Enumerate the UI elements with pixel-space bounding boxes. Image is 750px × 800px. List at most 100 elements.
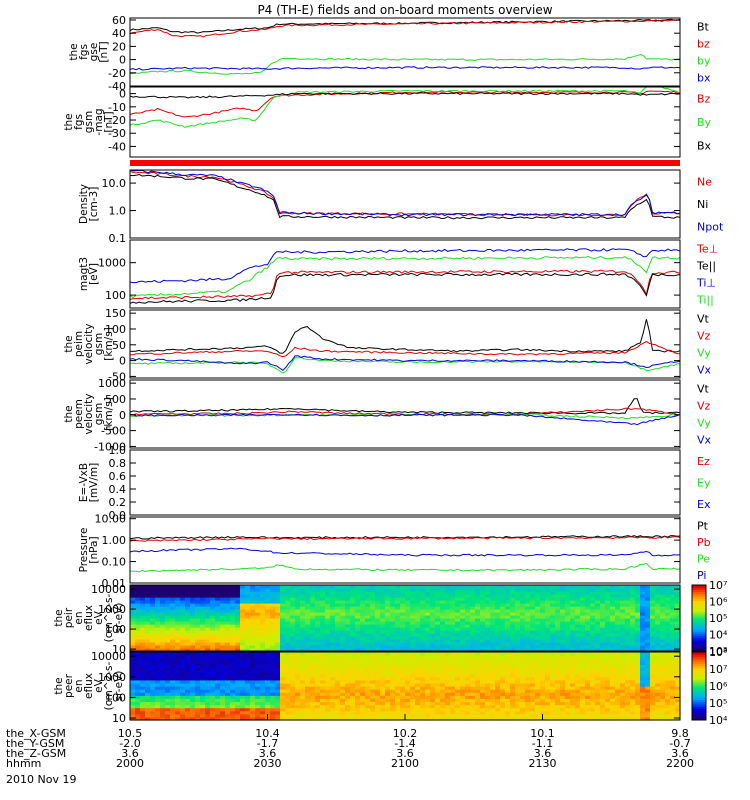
heatmap-cell — [480, 585, 486, 589]
heatmap-cell — [295, 707, 301, 712]
heatmap-cell — [230, 612, 236, 616]
heatmap-cell — [140, 636, 146, 640]
heatmap-cell — [610, 661, 616, 665]
heatmap-cell — [655, 612, 661, 616]
heatmap-cell — [405, 664, 411, 669]
heatmap-cell — [295, 594, 301, 598]
heatmap-cell — [390, 695, 396, 699]
heatmap-cell — [435, 670, 441, 675]
heatmap-cell — [350, 642, 356, 646]
heatmap-cell — [385, 591, 391, 595]
heatmap-cell — [540, 676, 546, 681]
heatmap-cell — [670, 597, 676, 601]
heatmap-cell — [605, 692, 611, 696]
heatmap-cell — [490, 658, 496, 662]
heatmap-cell — [580, 704, 586, 709]
heatmap-cell — [310, 695, 316, 699]
heatmap-cell — [445, 679, 451, 684]
heatmap-cell — [390, 658, 396, 662]
ylabel-line: the — [63, 335, 75, 352]
heatmap-cell — [220, 689, 226, 693]
heatmap-cell — [290, 664, 296, 669]
heatmap-cell — [375, 633, 381, 637]
heatmap-cell — [575, 664, 581, 669]
heatmap-cell — [250, 698, 256, 703]
heatmap-cell — [140, 639, 146, 643]
heatmap-cell — [355, 716, 361, 721]
heatmap-cell — [660, 609, 666, 613]
heatmap-cell — [405, 645, 411, 649]
heatmap-cell — [340, 627, 346, 631]
heatmap-cell — [465, 682, 471, 687]
heatmap-cell — [215, 597, 221, 601]
heatmap-cell — [295, 645, 301, 649]
heatmap-cell — [260, 603, 266, 607]
heatmap-cell — [275, 661, 281, 665]
heatmap-cell — [440, 695, 446, 699]
heatmap-cell — [520, 658, 526, 662]
heatmap-cell — [340, 585, 346, 589]
heatmap-cell — [235, 689, 241, 693]
ylabel-line: E=-VxB — [78, 463, 90, 502]
heatmap-cell — [500, 658, 506, 662]
heatmap-cell — [665, 600, 671, 604]
heatmap-cell — [210, 630, 216, 634]
heatmap-cell — [290, 618, 296, 622]
heatmap-cell — [360, 594, 366, 598]
heatmap-cell — [185, 585, 191, 589]
heatmap-cell — [535, 701, 541, 706]
heatmap-cell — [495, 612, 501, 616]
heatmap-cell — [605, 682, 611, 687]
heatmap-cell — [420, 603, 426, 607]
heatmap-cell — [530, 661, 536, 665]
heatmap-cell — [625, 686, 631, 690]
heatmap-cell — [385, 630, 391, 634]
heatmap-cell — [420, 609, 426, 613]
heatmap-cell — [600, 655, 606, 659]
heatmap-cell — [220, 704, 226, 709]
heatmap-cell — [480, 664, 486, 669]
heatmap-cell — [140, 661, 146, 665]
heatmap-cell — [570, 612, 576, 616]
heatmap-cell — [615, 652, 621, 656]
heatmap-cell — [175, 661, 181, 665]
ylabel-line: sr-eV) — [113, 603, 125, 634]
heatmap-cell — [380, 639, 386, 643]
heatmap-cell — [510, 624, 516, 628]
heatmap-cell — [510, 673, 516, 678]
heatmap-cell — [325, 594, 331, 598]
heatmap-cell — [390, 606, 396, 610]
heatmap-cell — [255, 603, 261, 607]
heatmap-cell — [300, 645, 306, 649]
heatmap-cell — [195, 698, 201, 703]
heatmap-cell — [460, 639, 466, 643]
heatmap-cell — [240, 645, 246, 649]
heatmap-cell — [400, 695, 406, 699]
heatmap-cell — [190, 627, 196, 631]
heatmap-cell — [215, 594, 221, 598]
heatmap-cell — [230, 615, 236, 619]
heatmap-cell — [405, 585, 411, 589]
heatmap-cell — [210, 701, 216, 706]
heatmap-cell — [130, 710, 136, 715]
heatmap-cell — [285, 698, 291, 703]
heatmap-cell — [495, 609, 501, 613]
heatmap-cell — [330, 658, 336, 662]
heatmap-cell — [325, 652, 331, 656]
heatmap-cell — [370, 652, 376, 656]
heatmap-cell — [410, 630, 416, 634]
heatmap-cell — [185, 630, 191, 634]
heatmap-cell — [485, 588, 491, 592]
colorbar-segment — [692, 596, 706, 599]
heatmap-cell — [485, 645, 491, 649]
heatmap-cell — [225, 594, 231, 598]
heatmap-cell — [435, 686, 441, 690]
heatmap-cell — [445, 588, 451, 592]
heatmap-cell — [650, 692, 656, 696]
heatmap-cell — [180, 597, 186, 601]
heatmap-cell — [305, 639, 311, 643]
heatmap-cell — [450, 615, 456, 619]
heatmap-cell — [420, 642, 426, 646]
heatmap-cell — [130, 661, 136, 665]
heatmap-cell — [400, 707, 406, 712]
